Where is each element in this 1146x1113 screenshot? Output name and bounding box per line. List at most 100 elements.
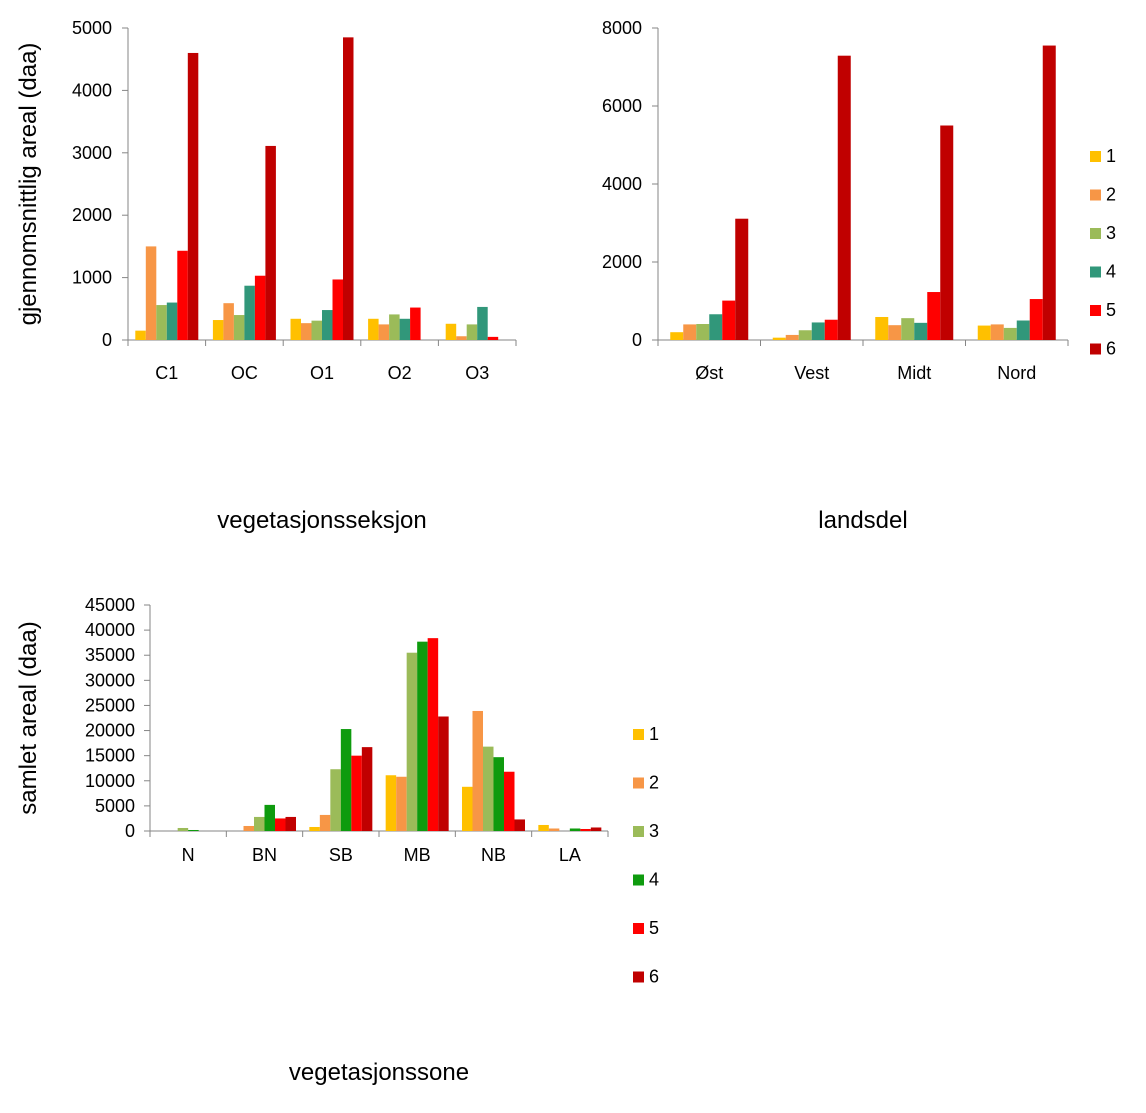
y-tick-label: 6000 — [602, 96, 642, 116]
bar-1-Øst — [670, 332, 684, 340]
bar-2-O2 — [378, 324, 390, 340]
legend-swatch-6 — [633, 971, 644, 983]
bar-2-LA — [548, 828, 560, 831]
bar-4-O2 — [399, 318, 411, 340]
x-tick-label: O1 — [310, 363, 334, 383]
bar-1-SB — [309, 826, 320, 831]
bar-5-NB — [504, 771, 515, 831]
x-tick-label: Nord — [997, 363, 1036, 383]
bar-2-Øst — [683, 324, 697, 340]
y-tick-label: 4000 — [602, 174, 642, 194]
bar-4-Vest — [811, 322, 825, 340]
bar-1-NB — [462, 786, 473, 831]
bar-1-C1 — [135, 330, 146, 340]
y-tick-label: 0 — [632, 330, 642, 350]
bar-2-SB — [319, 814, 331, 831]
y-tick-label: 35000 — [85, 645, 135, 665]
bar-3-Nord — [1003, 327, 1017, 340]
bar-3-Midt — [901, 318, 915, 340]
legend-swatch-5 — [1090, 305, 1101, 316]
bar-5-Midt — [927, 292, 941, 340]
bar-3-N — [177, 827, 189, 831]
y-tick-label: 4000 — [72, 80, 112, 100]
y-axis-title: samlet areal (daa) — [15, 621, 42, 814]
legend-swatch-4 — [1090, 266, 1101, 278]
bar-4-LA — [569, 828, 581, 831]
bar-4-Midt — [914, 322, 928, 340]
y-tick-label: 30000 — [85, 670, 135, 690]
legend-swatch-5 — [633, 923, 644, 934]
bar-6-Midt — [940, 125, 954, 340]
legend-swatch-2 — [1090, 189, 1101, 201]
x-tick-label: NB — [481, 845, 506, 865]
bar-2-OC — [223, 303, 234, 340]
bar-4-Øst — [709, 314, 723, 340]
y-tick-label: 1000 — [72, 268, 112, 288]
x-tick-label: BN — [252, 845, 277, 865]
bar-2-Vest — [785, 334, 799, 340]
x-axis-title: vegetasjonssone — [289, 1059, 469, 1086]
bar-6-OC — [265, 145, 276, 340]
legend-label-4: 4 — [1106, 262, 1116, 282]
x-tick-label: N — [182, 845, 195, 865]
y-tick-label: 10000 — [85, 771, 135, 791]
y-tick-label: 40000 — [85, 620, 135, 640]
bar-2-MB — [396, 776, 407, 831]
bar-1-O3 — [445, 323, 457, 340]
bar-4-BN — [264, 804, 275, 831]
bar-6-MB — [438, 716, 449, 831]
bar-4-O1 — [322, 310, 333, 340]
bar-5-O3 — [487, 336, 499, 340]
legend-label-5: 5 — [649, 918, 659, 938]
x-tick-label: LA — [559, 845, 581, 865]
x-tick-label: Øst — [695, 363, 723, 383]
legend-label-4: 4 — [649, 870, 659, 890]
bar-5-LA — [580, 828, 591, 831]
y-tick-label: 3000 — [72, 143, 112, 163]
x-tick-label: Vest — [794, 363, 829, 383]
bar-6-BN — [285, 816, 296, 831]
bar-2-Midt — [888, 325, 902, 340]
bar-3-OC — [233, 315, 245, 340]
bar-4-N — [188, 829, 199, 831]
y-axis-title: gjennomsnittlig areal (daa) — [15, 43, 42, 326]
legend-label-5: 5 — [1106, 300, 1116, 320]
bar-5-BN — [275, 818, 286, 831]
bar-5-C1 — [177, 250, 188, 340]
bar-6-C1 — [187, 52, 199, 341]
y-tick-label: 8000 — [602, 18, 642, 38]
bar-4-C1 — [166, 302, 178, 340]
bar-2-C1 — [145, 246, 157, 340]
legend-label-2: 2 — [649, 773, 659, 793]
x-tick-label: Midt — [897, 363, 931, 383]
bar-4-SB — [340, 729, 352, 831]
x-tick-label: C1 — [155, 363, 178, 383]
legend-swatch-6 — [1090, 343, 1101, 355]
legend-swatch-3 — [1090, 228, 1101, 239]
y-tick-label: 2000 — [72, 205, 112, 225]
y-tick-label: 5000 — [95, 796, 135, 816]
bar-3-O3 — [466, 324, 478, 340]
legend-swatch-1 — [1090, 151, 1101, 162]
bar-3-C1 — [156, 305, 167, 340]
y-tick-label: 15000 — [85, 746, 135, 766]
bar-2-Nord — [990, 324, 1004, 340]
bar-5-O2 — [410, 307, 421, 340]
bar-3-SB — [330, 769, 341, 831]
bar-5-MB — [427, 638, 439, 831]
bar-3-NB — [483, 746, 494, 831]
y-tick-label: 0 — [102, 330, 112, 350]
bar-6-SB — [361, 747, 373, 831]
legend-label-3: 3 — [1106, 223, 1116, 243]
bar-1-Midt — [875, 316, 889, 340]
x-tick-label: MB — [404, 845, 431, 865]
bar-2-NB — [472, 710, 483, 831]
bar-5-OC — [254, 275, 266, 340]
x-tick-label: O2 — [388, 363, 412, 383]
legend-label-2: 2 — [1106, 185, 1116, 205]
legend-swatch-4 — [633, 874, 644, 886]
bar-1-Vest — [772, 337, 786, 340]
x-tick-label: SB — [329, 845, 353, 865]
bar-2-O3 — [456, 336, 467, 340]
y-tick-label: 2000 — [602, 252, 642, 272]
